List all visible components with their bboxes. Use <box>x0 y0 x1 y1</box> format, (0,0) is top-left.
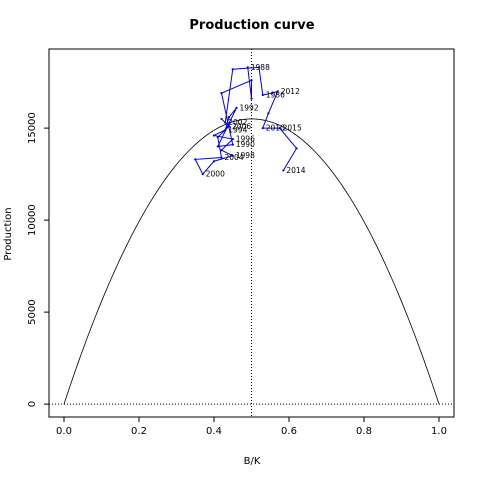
trajectory-point <box>194 158 197 161</box>
point-year-label: 1998 <box>236 151 255 160</box>
x-tick-label: 0.8 <box>356 426 372 437</box>
x-tick-label: 0.4 <box>206 426 222 437</box>
point-year-label: 2002 <box>228 118 247 127</box>
point-year-label: 2012 <box>281 87 300 96</box>
trajectory-point <box>227 125 231 128</box>
point-year-label: 2015 <box>283 124 302 133</box>
point-year-label: 1994 <box>228 125 247 134</box>
y-tick-label: 0 <box>27 401 38 407</box>
point-year-label: 2014 <box>286 166 305 175</box>
trajectory-point <box>231 68 234 71</box>
trajectory-point <box>231 154 234 157</box>
x-tick-label: 0.2 <box>131 426 147 437</box>
x-tick-label: 0.6 <box>281 426 297 437</box>
chart-title: Production curve <box>189 18 314 33</box>
y-axis-label: Production <box>3 207 14 260</box>
trajectory-point <box>220 156 223 159</box>
point-year-label: 2006 <box>232 122 251 131</box>
trajectory-point <box>227 115 231 119</box>
plot-layer: 0.0 0.2 0.4 0.6 0.8 1.0 0 5000 10000 15000 1988 199… <box>27 49 454 437</box>
trajectory-point <box>261 93 264 97</box>
point-year-label: 1986 <box>266 91 285 100</box>
trajectory-point <box>220 92 223 95</box>
point-year-label: 1988 <box>251 63 270 72</box>
trajectory-point <box>231 143 234 146</box>
y-tick-label: 15000 <box>27 112 38 144</box>
trajectory-point <box>278 127 281 130</box>
x-tick-label: 1.0 <box>431 426 447 437</box>
point-year-label: 1990 <box>236 140 255 149</box>
trajectory-point <box>231 138 234 141</box>
trajectory-point <box>246 66 249 69</box>
trajectory-point <box>216 136 219 139</box>
x-axis-label: B/K <box>244 456 261 467</box>
trajectory-point <box>267 112 270 115</box>
trajectory-point <box>282 169 285 172</box>
trajectory-point <box>235 106 238 109</box>
point-year-label: 2000 <box>206 170 225 179</box>
trajectory-point <box>250 79 253 82</box>
plot-frame <box>48 48 455 418</box>
point-year-label: 2010 <box>266 124 285 133</box>
trajectory-point <box>224 121 227 124</box>
trajectory-point <box>212 160 216 163</box>
y-tick-label: 5000 <box>27 299 38 324</box>
trajectory-point <box>257 66 261 69</box>
trajectory-point <box>220 149 223 152</box>
point-year-label: 2004 <box>225 153 244 162</box>
y-tick-label: 10000 <box>27 204 38 236</box>
trajectory-point <box>220 117 223 121</box>
point-year-label: 1992 <box>240 103 259 112</box>
trajectory-point <box>212 134 216 137</box>
trajectory-point <box>276 90 279 93</box>
trajectory-point <box>201 173 204 176</box>
x-tick-label: 0.0 <box>56 426 72 437</box>
point-year-label: 1996 <box>236 135 255 144</box>
trajectory-point <box>271 92 274 95</box>
trajectory-point <box>295 147 298 150</box>
trajectory-point <box>224 128 227 132</box>
trajectory-point <box>261 127 264 130</box>
trajectory-point <box>216 145 219 148</box>
trajectory-point <box>250 97 253 100</box>
